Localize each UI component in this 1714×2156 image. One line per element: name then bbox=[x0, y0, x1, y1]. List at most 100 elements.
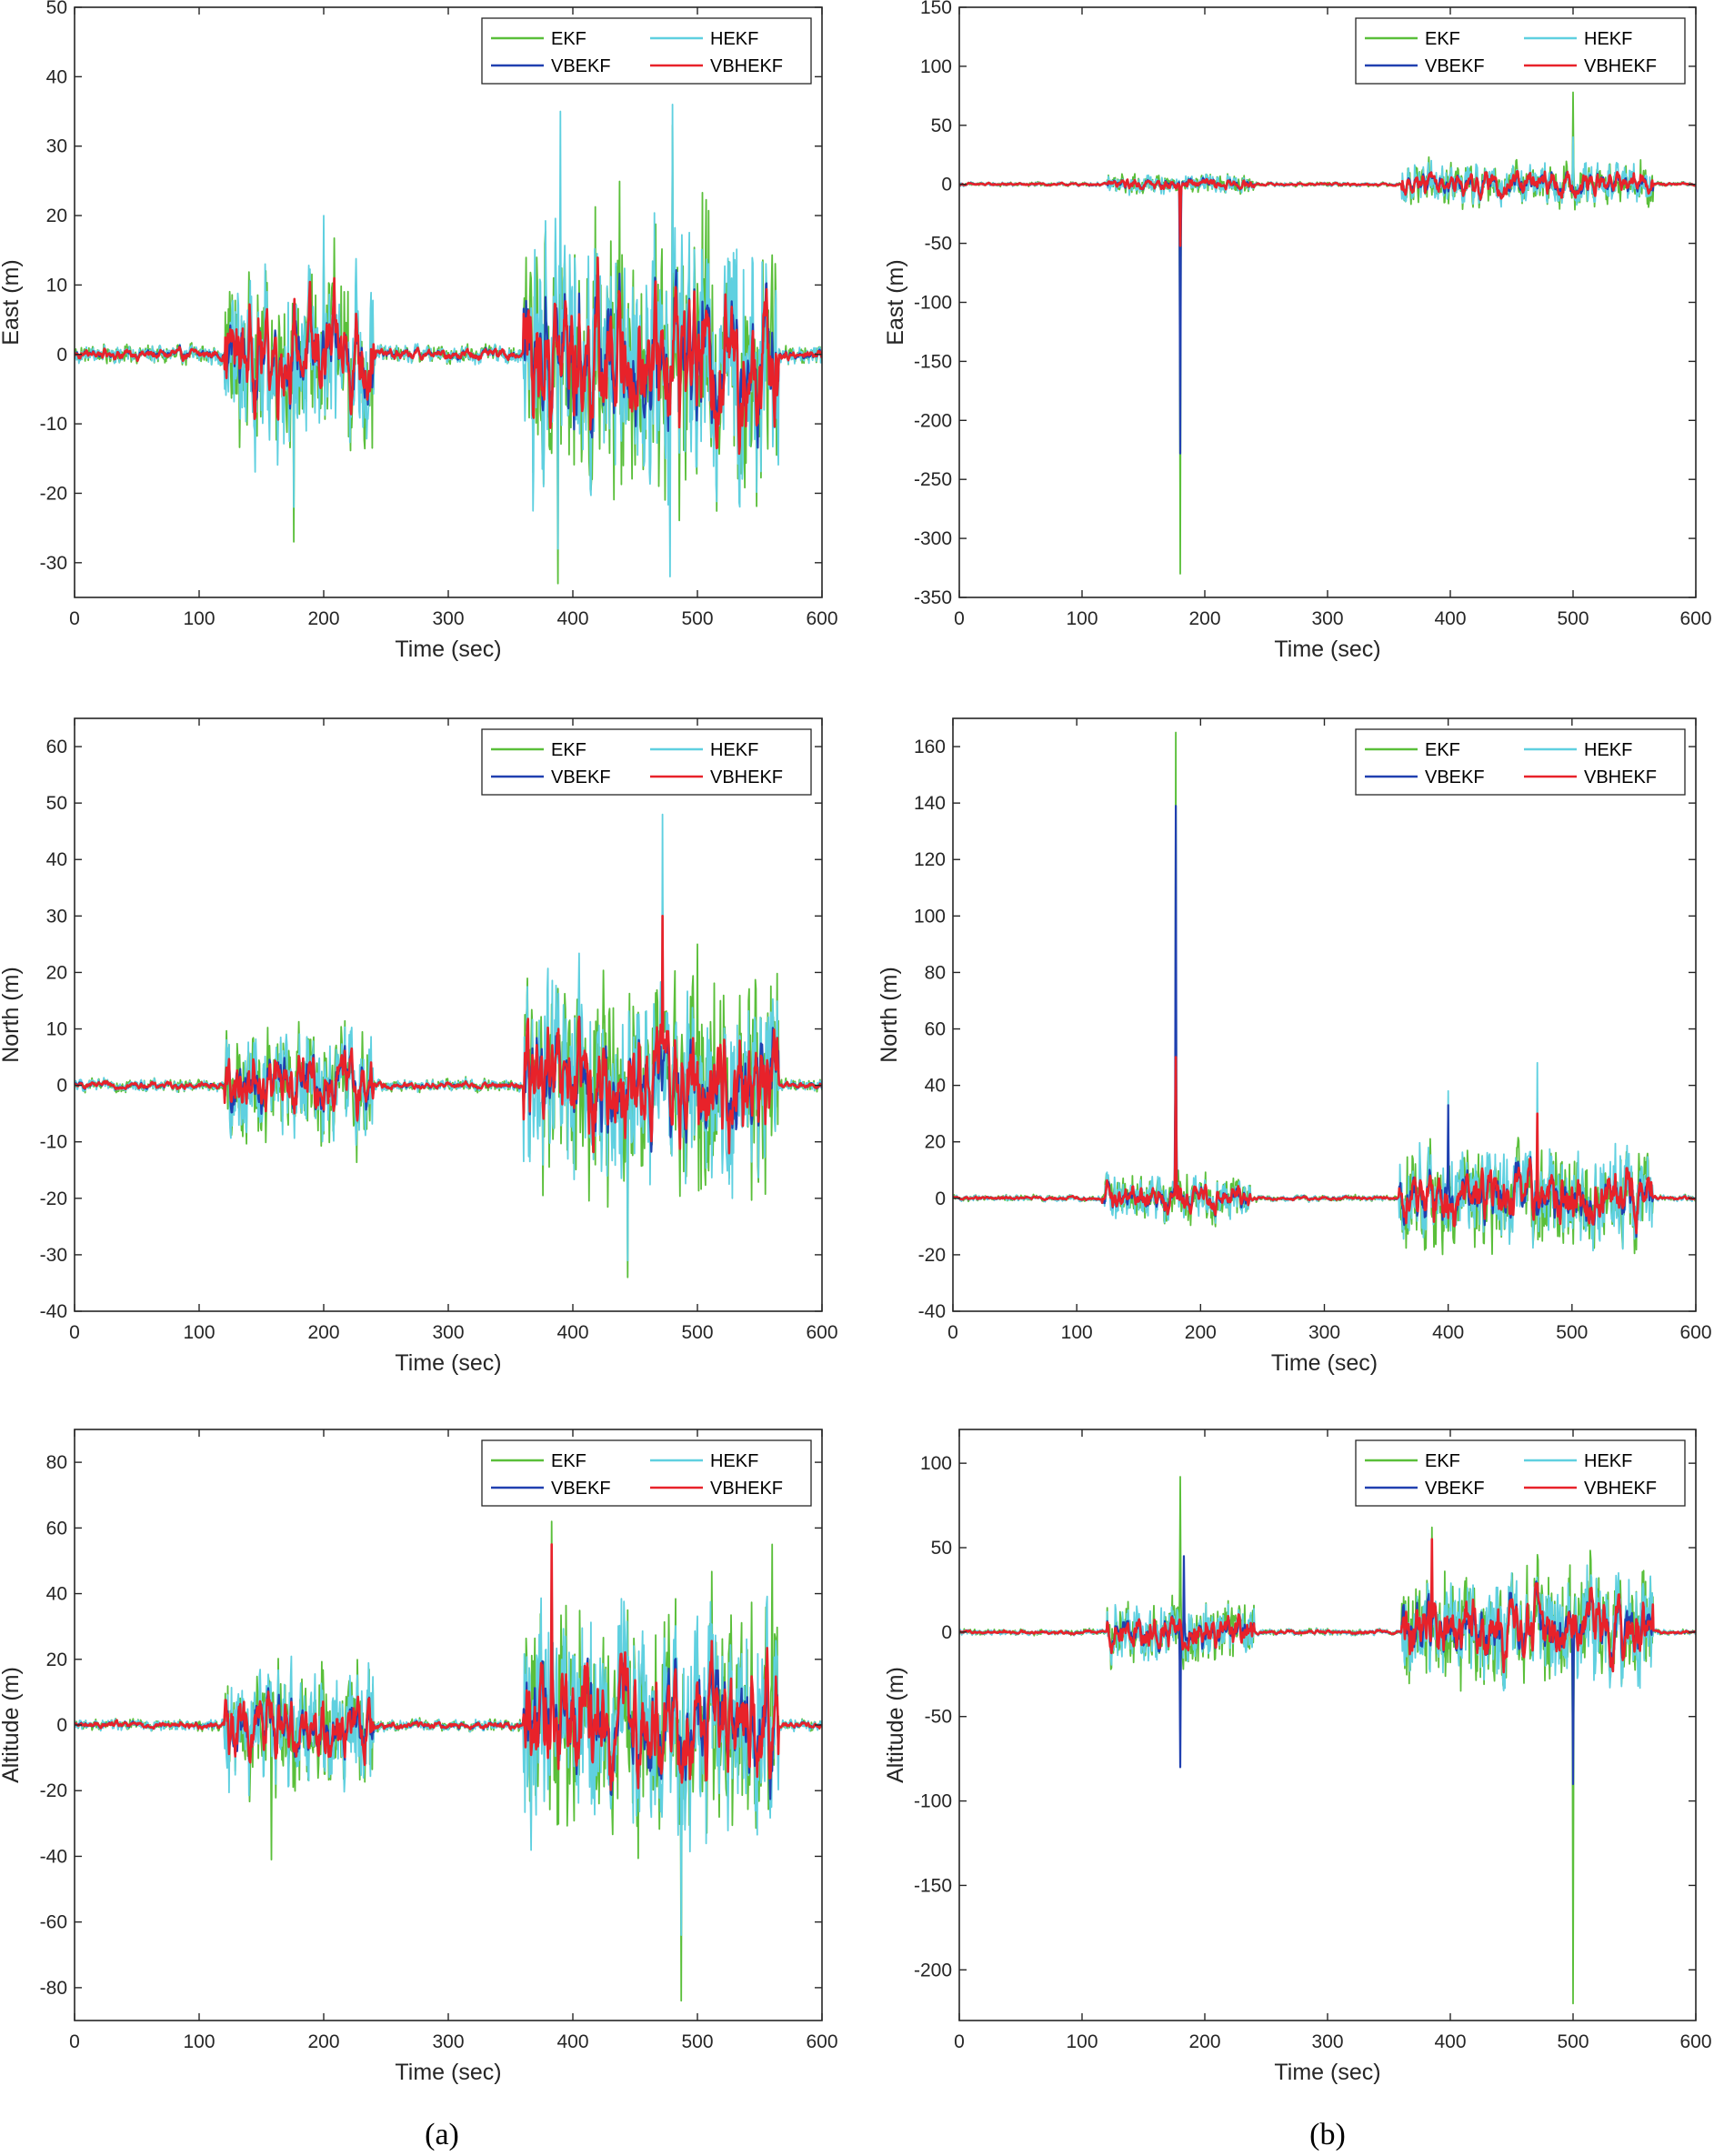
x-tick-label: 500 bbox=[681, 608, 713, 629]
x-axis-label: Time (sec) bbox=[1274, 637, 1380, 662]
y-tick-label: -350 bbox=[914, 587, 952, 608]
legend-box bbox=[1355, 1439, 1686, 1507]
legend-label-hekf: HEKF bbox=[710, 740, 758, 760]
legend-label-vbekf: VBEKF bbox=[551, 1479, 611, 1499]
y-tick-label: 50 bbox=[931, 115, 952, 136]
x-tick-label: 500 bbox=[1557, 608, 1589, 629]
series-line-vbhekf bbox=[75, 1543, 822, 1791]
x-tick-label: 600 bbox=[806, 1322, 837, 1343]
y-tick-label: 160 bbox=[914, 737, 946, 757]
legend-label-vbhekf: VBHEKF bbox=[1584, 1479, 1657, 1499]
y-tick-label: 40 bbox=[46, 1584, 67, 1605]
y-tick-label: -40 bbox=[918, 1301, 946, 1322]
x-tick-label: 0 bbox=[954, 608, 965, 629]
legend-label-hekf: HEKF bbox=[1584, 29, 1632, 49]
chart-a-north: 0 100 200 300 400 500 600 -40 -30 -20 -10 0 10 20 30 40… bbox=[0, 717, 838, 1376]
y-tick-label: 0 bbox=[56, 1076, 67, 1097]
plot-area bbox=[959, 7, 1696, 597]
y-tick-label: -40 bbox=[40, 1301, 67, 1322]
x-tick-label: 500 bbox=[681, 1322, 713, 1343]
y-tick-label: 40 bbox=[46, 849, 67, 870]
y-axis-label: East (m) bbox=[0, 259, 24, 345]
legend-box bbox=[1355, 728, 1686, 796]
x-tick-label: 600 bbox=[1679, 608, 1711, 629]
legend-label-vbhekf: VBHEKF bbox=[1584, 767, 1657, 787]
series-line-ekf bbox=[75, 124, 822, 585]
legend-label-hekf: HEKF bbox=[710, 1451, 758, 1471]
x-tick-label: 500 bbox=[1557, 2031, 1589, 2052]
y-tick-label: -150 bbox=[914, 1875, 952, 1896]
y-tick-label: -30 bbox=[40, 553, 67, 574]
y-tick-label: 50 bbox=[46, 793, 67, 814]
legend: EKF HEKF VBEKF VBHEKF bbox=[1355, 728, 1686, 796]
x-tick-label: 300 bbox=[432, 2031, 464, 2052]
y-tick-label: 50 bbox=[46, 0, 67, 18]
x-tick-label: 200 bbox=[1188, 2031, 1220, 2052]
legend-box bbox=[481, 1439, 812, 1507]
series-line-vbhekf bbox=[953, 1056, 1696, 1235]
y-tick-label: -200 bbox=[914, 410, 952, 431]
x-tick-label: 200 bbox=[307, 2031, 339, 2052]
x-tick-label: 0 bbox=[69, 608, 80, 629]
x-tick-label: 100 bbox=[1061, 1322, 1093, 1343]
y-tick-label: -20 bbox=[918, 1245, 946, 1266]
y-tick-label: -50 bbox=[925, 1707, 952, 1728]
y-tick-label: -30 bbox=[40, 1245, 67, 1266]
x-tick-label: 0 bbox=[954, 2031, 965, 2052]
y-tick-label: -150 bbox=[914, 351, 952, 372]
x-tick-label: 300 bbox=[1311, 2031, 1343, 2052]
y-tick-label: 60 bbox=[46, 737, 67, 757]
y-tick-label: 80 bbox=[925, 962, 946, 983]
legend-label-ekf: EKF bbox=[551, 29, 586, 49]
x-tick-label: 600 bbox=[1679, 1322, 1711, 1343]
series-line-vbhekf bbox=[959, 1538, 1696, 1674]
y-tick-label: 10 bbox=[46, 1019, 67, 1040]
legend-label-vbekf: VBEKF bbox=[551, 56, 611, 76]
x-axis-label: Time (sec) bbox=[395, 2060, 501, 2085]
chart-b-north: 0 100 200 300 400 500 600 -40 -20 0 20 40 60 80 100 120… bbox=[877, 717, 1712, 1376]
y-tick-label: 30 bbox=[46, 136, 67, 157]
y-tick-label: 40 bbox=[925, 1076, 946, 1097]
series-line-vbhekf bbox=[959, 169, 1696, 247]
x-tick-label: 0 bbox=[69, 1322, 80, 1343]
y-axis-label: East (m) bbox=[883, 259, 908, 345]
y-axis-label: North (m) bbox=[877, 967, 902, 1063]
legend: EKF HEKF VBEKF VBHEKF bbox=[481, 17, 812, 85]
y-tick-label: 30 bbox=[46, 906, 67, 927]
x-axis-label: Time (sec) bbox=[1271, 1350, 1378, 1376]
y-tick-label: 100 bbox=[914, 906, 946, 927]
x-tick-label: 200 bbox=[307, 608, 339, 629]
x-axis-label: Time (sec) bbox=[395, 1350, 501, 1376]
x-tick-label: 0 bbox=[69, 2031, 80, 2052]
legend-label-ekf: EKF bbox=[1425, 740, 1460, 760]
legend-label-vbekf: VBEKF bbox=[1425, 767, 1485, 787]
y-tick-label: -80 bbox=[40, 1978, 67, 1999]
x-tick-label: 600 bbox=[806, 2031, 837, 2052]
x-tick-label: 400 bbox=[556, 2031, 588, 2052]
x-tick-label: 100 bbox=[183, 608, 215, 629]
legend-label-ekf: EKF bbox=[551, 1451, 586, 1471]
plot-area bbox=[959, 1429, 1696, 2021]
x-tick-label: 500 bbox=[1556, 1322, 1588, 1343]
y-axis-label: Altitude (m) bbox=[0, 1667, 24, 1783]
caption-b: (b) bbox=[1309, 2118, 1346, 2151]
y-tick-label: 20 bbox=[46, 1650, 67, 1670]
x-tick-label: 400 bbox=[556, 1322, 588, 1343]
legend: EKF HEKF VBEKF VBHEKF bbox=[481, 1439, 812, 1507]
legend-label-hekf: HEKF bbox=[1584, 1451, 1632, 1471]
chart-b-east: 0 100 200 300 400 500 600-350-300-250-200-150-… bbox=[883, 0, 1712, 662]
x-tick-label: 300 bbox=[432, 608, 464, 629]
legend-label-vbekf: VBEKF bbox=[1425, 1479, 1485, 1499]
legend-label-vbhekf: VBHEKF bbox=[710, 767, 783, 787]
plot-area bbox=[75, 718, 822, 1311]
y-tick-label: 0 bbox=[941, 175, 952, 196]
legend-label-vbhekf: VBHEKF bbox=[1584, 56, 1657, 76]
y-axis-label: Altitude (m) bbox=[883, 1667, 908, 1783]
x-tick-label: 100 bbox=[1066, 2031, 1098, 2052]
y-tick-label: 100 bbox=[920, 1453, 952, 1474]
series-line-ekf bbox=[75, 892, 822, 1279]
x-tick-label: 100 bbox=[183, 2031, 215, 2052]
y-tick-label: -100 bbox=[914, 1791, 952, 1812]
y-tick-label: 0 bbox=[56, 1715, 67, 1736]
legend-label-ekf: EKF bbox=[1425, 29, 1460, 49]
